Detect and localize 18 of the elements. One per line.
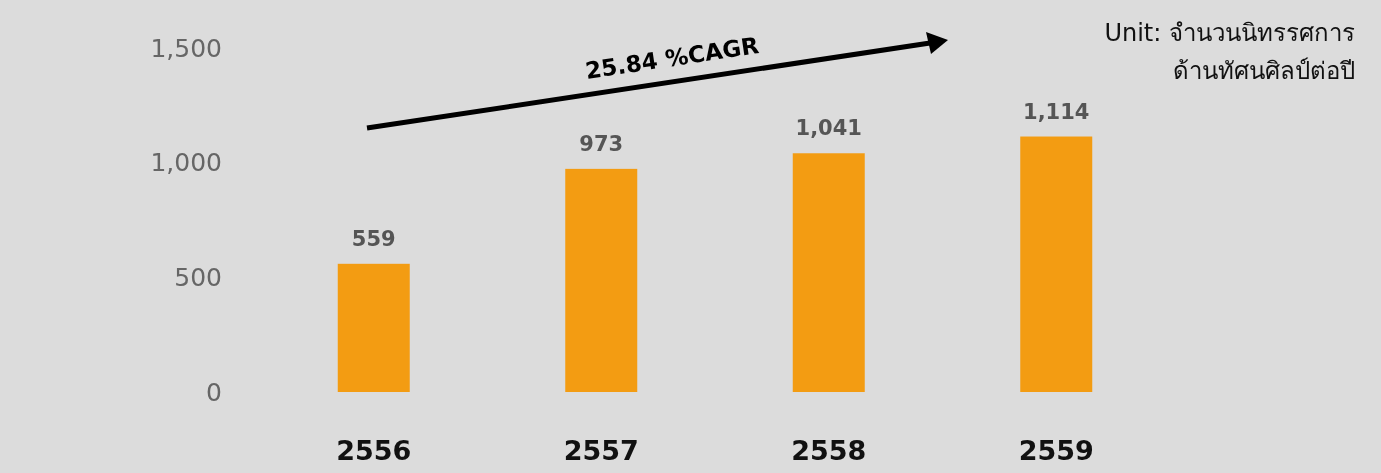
bar	[1020, 136, 1093, 392]
bar	[792, 153, 865, 392]
x-tick-label: 2559	[1018, 434, 1094, 466]
bar	[565, 168, 638, 392]
y-tick-label: 0	[206, 377, 222, 407]
data-label: 559	[351, 226, 396, 251]
data-label: 1,041	[795, 116, 862, 141]
data-label: 973	[579, 131, 624, 156]
x-tick-label: 2556	[336, 434, 412, 466]
y-tick-label: 1,000	[150, 148, 222, 178]
x-tick-label: 2557	[563, 434, 639, 466]
annotation: 25.84 %CAGR	[583, 32, 761, 84]
x-tick-label: 2558	[791, 434, 867, 466]
bar	[337, 263, 410, 392]
annotation: Unit: จำนวนนิทรรศการ ด้านทัศนศิลป์ต่อปี	[1104, 18, 1355, 87]
y-tick-label: 500	[174, 262, 222, 292]
data-label: 1,114	[1023, 99, 1090, 124]
y-tick-label: 1,500	[150, 33, 222, 63]
